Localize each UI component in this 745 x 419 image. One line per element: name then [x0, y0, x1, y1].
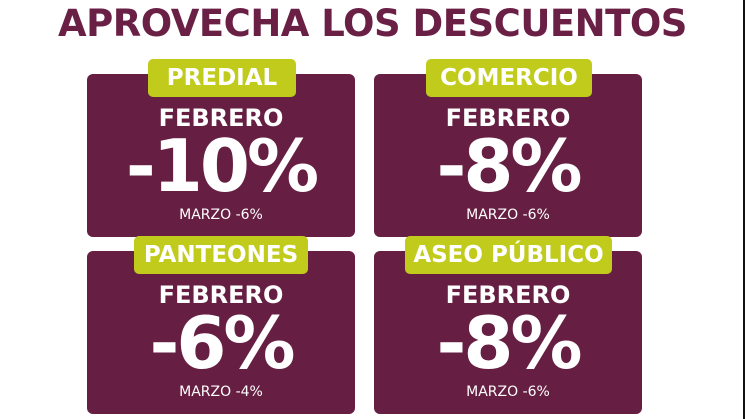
card-secondary-discount: MARZO -4%: [179, 384, 263, 400]
category-tab-comercio: COMERCIO: [426, 59, 592, 97]
card-discount: -6%: [149, 301, 295, 385]
right-edge-divider: [743, 0, 745, 419]
category-tab-panteones: PANTEONES: [134, 236, 308, 274]
discount-card-comercio: FEBRERO -8% MARZO -6%: [374, 74, 642, 237]
card-discount: -8%: [436, 124, 582, 208]
card-month: FEBRERO: [158, 281, 284, 309]
category-tab-aseo-publico: ASEO PÚBLICO: [405, 236, 612, 274]
discount-card-panteones: FEBRERO -6% MARZO -4%: [87, 251, 355, 414]
page-title: APROVECHA LOS DESCUENTOS: [58, 2, 687, 45]
card-month: FEBRERO: [445, 281, 571, 309]
discount-card-predial: FEBRERO -10% MARZO -6%: [87, 74, 355, 237]
card-secondary-discount: MARZO -6%: [466, 207, 550, 223]
category-tab-predial: PREDIAL: [148, 59, 296, 97]
card-month: FEBRERO: [445, 104, 571, 132]
card-month: FEBRERO: [158, 104, 284, 132]
discount-card-aseo-publico: FEBRERO -8% MARZO -6%: [374, 251, 642, 414]
card-secondary-discount: MARZO -6%: [466, 384, 550, 400]
card-discount: -10%: [125, 124, 319, 208]
card-secondary-discount: MARZO -6%: [179, 207, 263, 223]
card-discount: -8%: [436, 301, 582, 385]
